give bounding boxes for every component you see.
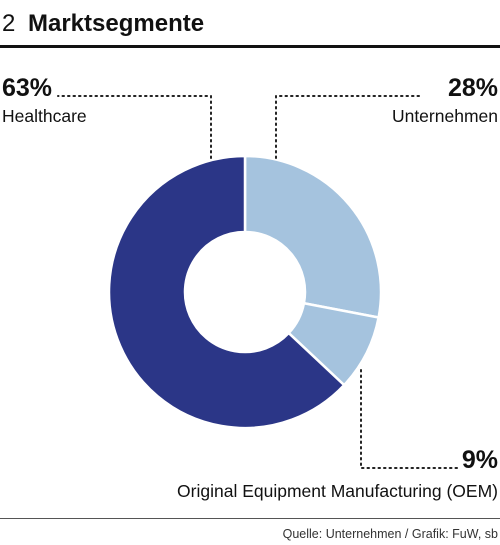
slice-healthcare bbox=[107, 154, 346, 430]
leader-line-unternehmen bbox=[275, 95, 423, 159]
category-label-healthcare: Healthcare bbox=[2, 106, 87, 126]
chart-title: Marktsegmente bbox=[28, 10, 205, 37]
leader-line-original-equipment-manufacturing-oem bbox=[360, 369, 459, 469]
leader-line-healthcare bbox=[57, 95, 212, 159]
header-rule bbox=[0, 45, 500, 48]
figure-number: 2 bbox=[2, 10, 16, 37]
value-label-healthcare: 63% bbox=[2, 74, 52, 102]
source-note: Quelle: Unternehmen / Grafik: FuW, sb bbox=[282, 527, 498, 541]
category-label-original-equipment-manufacturing-oem: Original Equipment Manufacturing (OEM) bbox=[177, 481, 498, 501]
slice-unternehmen bbox=[243, 154, 383, 319]
donut-chart: 28% Unternehmen 9% Original Equipment Manuf… bbox=[2, 74, 498, 501]
category-label-unternehmen: Unternehmen bbox=[392, 106, 498, 126]
value-label-unternehmen: 28% bbox=[448, 74, 498, 102]
chart-header: 2 Marktsegmente bbox=[0, 0, 500, 48]
footer-rule bbox=[0, 518, 500, 519]
value-label-original-equipment-manufacturing-oem: 9% bbox=[462, 446, 498, 474]
